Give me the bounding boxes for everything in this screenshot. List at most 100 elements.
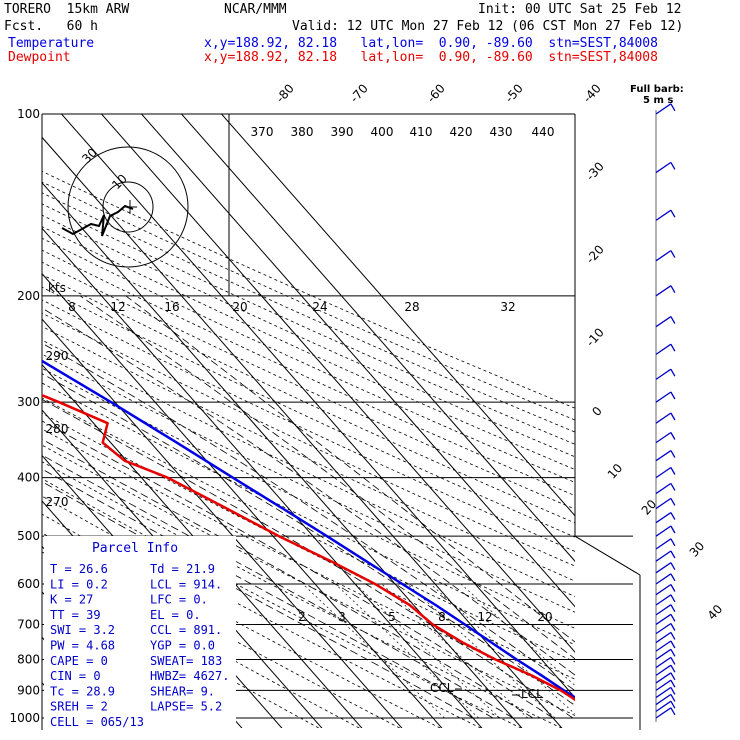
dry-adiabat	[42, 461, 563, 728]
parcel-title: Parcel Info	[92, 541, 178, 556]
theta-label: 400	[371, 125, 394, 139]
wind-barb	[655, 285, 672, 297]
pressure-tick-label: 300	[17, 395, 40, 409]
wind-barb-feather	[670, 687, 676, 695]
profiles	[42, 359, 575, 702]
parcel-row-cell: LAPSE= 5.2	[150, 700, 222, 714]
theta-label: 370	[251, 125, 274, 139]
pressure-tick-label: 700	[17, 617, 40, 631]
mixing-ratio-line	[460, 583, 575, 686]
dry-adiabat	[42, 181, 575, 421]
hodograph-ring	[102, 181, 154, 233]
mixing-ratio-label: 2	[298, 610, 306, 624]
pressure-tick-label: 200	[17, 289, 40, 303]
wind-barb	[655, 686, 672, 699]
parcel-row-cell: SREH = 2	[50, 700, 108, 714]
isotherm-line	[42, 136, 563, 728]
wind-barb-feather	[670, 573, 676, 582]
wind-barb	[655, 604, 672, 616]
mixing-ratio-label: 3	[338, 610, 346, 624]
theta-left-label: 280	[46, 422, 69, 436]
wind-barb	[655, 707, 672, 719]
wind-barb	[655, 622, 672, 635]
parcel-background	[44, 536, 236, 730]
wind-barb-feather	[670, 562, 676, 571]
barb-label-2: 5 m s	[643, 95, 673, 106]
parcel-row-cell: Tc = 28.9	[50, 684, 115, 698]
wind-barb	[655, 562, 672, 574]
pressure-tick-label: 1000	[9, 711, 40, 725]
wind-barb-feather	[670, 209, 676, 218]
wind-barb-feather	[670, 672, 676, 681]
parcel-row-cell: CAPE = 0	[50, 654, 108, 668]
hodograph-speed-label: 32	[500, 300, 515, 314]
pressure-tick-label: 800	[17, 652, 40, 666]
wind-barb	[655, 161, 672, 174]
temperature-profile	[42, 359, 575, 699]
hodograph-units: kts	[48, 281, 66, 295]
isotherm-label: -30	[583, 159, 607, 183]
wind-barb-feather	[670, 162, 676, 170]
wind-barb-feather	[670, 707, 676, 716]
wind-barb-feather	[670, 550, 676, 559]
temperature-location: x,y=188.92, 82.18 lat,lon= 0.90, -89.60 …	[204, 36, 658, 51]
lcl-annotation: LCL	[521, 687, 543, 701]
org-name: NCAR/MMM	[224, 2, 287, 17]
theta-label: 430	[490, 125, 513, 139]
wind-barb-feather	[670, 250, 676, 258]
mixing-ratio-label: 8	[438, 610, 446, 624]
wind-barb-feather	[670, 498, 676, 506]
pressure-tick-label: 400	[17, 471, 40, 485]
wind-barb-feather	[670, 679, 676, 688]
wind-barb-feather	[670, 657, 676, 665]
pressure-tick-label: 100	[17, 107, 40, 121]
mixing-ratio-label: 5	[388, 610, 396, 624]
ccl-annotation: CCL	[430, 681, 454, 695]
wind-barb-feather	[670, 604, 676, 613]
theta-left-label: 290	[46, 349, 69, 363]
parcel-row-cell: SWI = 3.2	[50, 623, 115, 637]
hodograph-ring-label: 10	[109, 171, 130, 192]
wind-barb-feather	[670, 538, 676, 547]
parcel-row-cell: SWEAT= 183	[150, 654, 222, 668]
dewpoint-location: x,y=188.92, 82.18 lat,lon= 0.90, -89.60 …	[204, 50, 658, 65]
valid-time: Valid: 12 UTC Mon 27 Feb 12 (06 CST Mon …	[292, 19, 684, 34]
theta-label: 390	[331, 125, 354, 139]
wind-barb-feather	[670, 285, 676, 294]
isotherm-label: 30	[687, 539, 708, 560]
parcel-row-cell: PW = 4.68	[50, 639, 115, 653]
parcel-row-cell: Td = 21.9	[150, 562, 215, 576]
isotherm-label: -70	[347, 81, 371, 105]
parcel-row-cell: LFC = 0.	[150, 593, 208, 607]
hodograph-ring-label: 30	[79, 145, 100, 166]
isotherm-line	[60, 114, 575, 699]
wind-barb-feather	[670, 623, 676, 631]
wind-barb-feather	[670, 103, 676, 112]
wind-barb	[655, 368, 672, 380]
pressure-tick-label: 600	[17, 577, 40, 591]
hodograph-speed-label: 24	[312, 300, 327, 314]
isotherm-label: 40	[705, 602, 726, 623]
parcel-row-cell: HWBZ= 4627.	[150, 669, 229, 683]
wind-barb	[655, 412, 672, 424]
parcel-row-cell: EL = 0.	[150, 608, 201, 622]
dry-adiabat	[42, 274, 575, 524]
parcel-row-cell: CELL = 065/13	[50, 715, 144, 729]
dry-adiabat	[42, 286, 575, 538]
isotherm-line	[180, 114, 575, 562]
wind-barb-feather	[670, 343, 676, 352]
wind-barb	[655, 538, 672, 550]
moist-adiabat	[42, 307, 575, 676]
wind-barb-feather	[670, 512, 676, 520]
wind-barb	[655, 512, 672, 524]
parcel-row-cell: SHEAR= 9.	[150, 684, 215, 698]
hodograph-ring	[67, 146, 189, 268]
parcel-row-cell: T = 26.6	[50, 562, 108, 576]
parcel-info-box: Parcel Info T = 26.6 Td = 21.9 LI = 0.2 LCL …	[44, 536, 236, 730]
parcel-row-cell: LI = 0.2	[50, 577, 108, 591]
wind-barb-feather	[670, 648, 676, 657]
parcel-row-cell: CIN = 0	[50, 669, 101, 683]
hodograph-speed-label: 20	[232, 300, 247, 314]
